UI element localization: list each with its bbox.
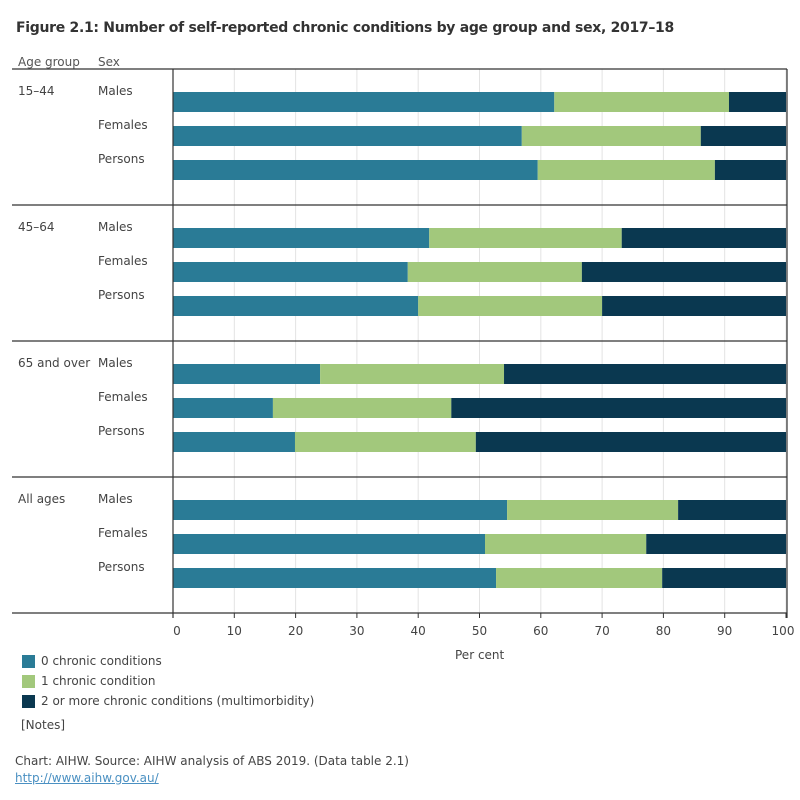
bar-3-2-0[interactable]: 0 chronic conditions: 52.7 bbox=[173, 568, 497, 588]
sex-label: Males bbox=[98, 84, 133, 98]
x-tick-label: 0 bbox=[173, 624, 181, 638]
x-tick-label: 50 bbox=[472, 624, 487, 638]
notes-link[interactable]: [Notes] bbox=[21, 718, 66, 732]
bar-0-2-0[interactable]: 0 chronic conditions: 59.5 bbox=[173, 160, 538, 180]
bar-2-0-2[interactable]: 2 or more chronic conditions (multimorbi… bbox=[504, 364, 786, 384]
bar-1-0-1[interactable]: 1 chronic condition: 31.4 bbox=[429, 228, 622, 248]
x-tick-label: 10 bbox=[227, 624, 242, 638]
bar-1-2-1[interactable]: 1 chronic condition: 30 bbox=[418, 296, 603, 316]
x-tick-label: 60 bbox=[533, 624, 548, 638]
sex-label: Persons bbox=[98, 560, 145, 574]
age-group-header: Age group bbox=[18, 55, 80, 69]
age-group-label: All ages bbox=[18, 492, 65, 506]
bar-0-1-1[interactable]: 1 chronic condition: 29.2 bbox=[521, 126, 701, 146]
sex-label: Females bbox=[98, 526, 148, 540]
bar-0-1-2[interactable]: 2 or more chronic conditions (multimorbi… bbox=[700, 126, 786, 146]
bar-3-0-1[interactable]: 1 chronic condition: 27.9 bbox=[507, 500, 679, 520]
x-tick-label: 70 bbox=[594, 624, 609, 638]
bar-3-2-1[interactable]: 1 chronic condition: 27.1 bbox=[496, 568, 663, 588]
bar-2-2-1[interactable]: 1 chronic condition: 29.5 bbox=[294, 432, 476, 452]
bar-2-0-0[interactable]: 0 chronic conditions: 24 bbox=[173, 364, 321, 384]
x-tick-label: 80 bbox=[656, 624, 671, 638]
legend-swatch-1 bbox=[22, 674, 35, 688]
bar-3-1-1[interactable]: 1 chronic condition: 26.3 bbox=[485, 534, 647, 554]
age-group-label: 15–44 bbox=[18, 84, 55, 98]
sex-label: Females bbox=[98, 390, 148, 404]
sex-label: Persons bbox=[98, 424, 145, 438]
bar-0-2-2[interactable]: 2 or more chronic conditions (multimorbi… bbox=[714, 160, 786, 180]
bar-2-2-2[interactable]: 2 or more chronic conditions (multimorbi… bbox=[475, 432, 786, 452]
sex-label: Females bbox=[98, 118, 148, 132]
sex-label: Persons bbox=[98, 152, 145, 166]
x-tick-label: 90 bbox=[717, 624, 732, 638]
sex-label: Males bbox=[98, 220, 133, 234]
bar-0-0-2[interactable]: 2 or more chronic conditions (multimorbi… bbox=[728, 92, 786, 112]
x-tick-label: 30 bbox=[349, 624, 364, 638]
bar-3-1-2[interactable]: 2 or more chronic conditions (multimorbi… bbox=[646, 534, 786, 554]
bar-2-0-1[interactable]: 1 chronic condition: 30 bbox=[320, 364, 505, 384]
age-group-label: 45–64 bbox=[18, 220, 55, 234]
sex-label: Persons bbox=[98, 288, 145, 302]
bar-3-0-0[interactable]: 0 chronic conditions: 54.5 bbox=[173, 500, 508, 520]
bar-2-1-2[interactable]: 2 or more chronic conditions (multimorbi… bbox=[451, 398, 786, 418]
legend-label-1: 1 chronic condition bbox=[41, 674, 156, 688]
bar-2-2-0[interactable]: 0 chronic conditions: 19.9 bbox=[173, 432, 295, 452]
bar-1-2-2[interactable]: 2 or more chronic conditions (multimorbi… bbox=[602, 296, 786, 316]
legend: 0 chronic conditions 1 chronic condition… bbox=[22, 651, 314, 711]
bar-0-1-0[interactable]: 0 chronic conditions: 56.9 bbox=[173, 126, 522, 146]
x-tick-label: 40 bbox=[411, 624, 426, 638]
x-axis-title: Per cent bbox=[455, 648, 505, 662]
legend-label-2: 2 or more chronic conditions (multimorbi… bbox=[41, 694, 315, 708]
sex-label: Males bbox=[98, 356, 133, 370]
chart-area: 0 chronic conditions: 62.21 chronic cond… bbox=[12, 68, 795, 638]
sex-label: Females bbox=[98, 254, 148, 268]
bar-0-0-1[interactable]: 1 chronic condition: 28.5 bbox=[554, 92, 729, 112]
sex-label: Males bbox=[98, 492, 133, 506]
legend-swatch-0 bbox=[22, 654, 35, 668]
bar-1-0-0[interactable]: 0 chronic conditions: 41.8 bbox=[173, 228, 430, 248]
legend-swatch-2 bbox=[22, 694, 35, 708]
bar-0-2-1[interactable]: 1 chronic condition: 28.9 bbox=[537, 160, 715, 180]
bar-3-0-2[interactable]: 2 or more chronic conditions (multimorbi… bbox=[678, 500, 786, 520]
sex-header: Sex bbox=[98, 55, 120, 69]
source-text: Chart: AIHW. Source: AIHW analysis of AB… bbox=[15, 754, 409, 768]
bar-2-1-0[interactable]: 0 chronic conditions: 16.3 bbox=[173, 398, 273, 418]
bar-1-1-1[interactable]: 1 chronic condition: 28.4 bbox=[407, 262, 582, 282]
legend-item-1[interactable]: 1 chronic condition bbox=[22, 671, 314, 691]
bar-3-2-2[interactable]: 2 or more chronic conditions (multimorbi… bbox=[662, 568, 786, 588]
bar-3-1-0[interactable]: 0 chronic conditions: 50.9 bbox=[173, 534, 486, 554]
legend-item-0[interactable]: 0 chronic conditions bbox=[22, 651, 314, 671]
bar-1-0-2[interactable]: 2 or more chronic conditions (multimorbi… bbox=[621, 228, 786, 248]
chart-title: Figure 2.1: Number of self-reported chro… bbox=[16, 20, 674, 36]
bar-1-1-0[interactable]: 0 chronic conditions: 38.3 bbox=[173, 262, 408, 282]
x-tick-label: 20 bbox=[288, 624, 303, 638]
legend-label-0: 0 chronic conditions bbox=[41, 654, 162, 668]
bar-1-1-2[interactable]: 2 or more chronic conditions (multimorbi… bbox=[581, 262, 786, 282]
bar-1-2-0[interactable]: 0 chronic conditions: 40 bbox=[173, 296, 419, 316]
bar-0-0-0[interactable]: 0 chronic conditions: 62.2 bbox=[173, 92, 555, 112]
legend-item-2[interactable]: 2 or more chronic conditions (multimorbi… bbox=[22, 691, 314, 711]
age-group-label: 65 and over bbox=[18, 356, 90, 370]
bar-2-1-1[interactable]: 1 chronic condition: 29.1 bbox=[272, 398, 452, 418]
aihw-link[interactable]: http://www.aihw.gov.au/ bbox=[15, 771, 159, 785]
x-tick-label: 100 bbox=[772, 624, 795, 638]
